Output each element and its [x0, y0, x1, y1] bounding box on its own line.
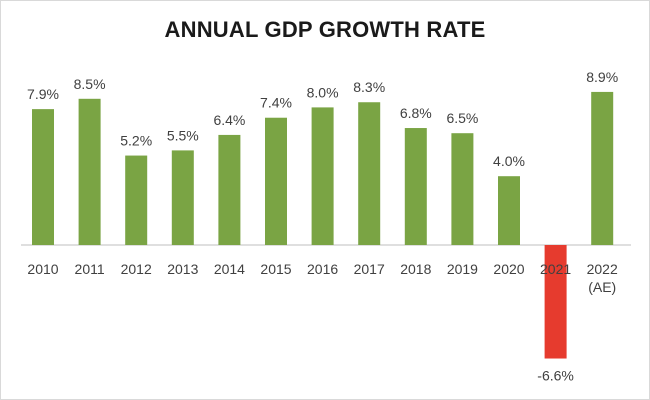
x-tick-label-2021: 2021 [540, 261, 571, 277]
data-label-2014: 6.4% [213, 112, 245, 128]
data-label-2022: 8.9% [586, 69, 618, 85]
x-tick-label-2022: 2022 [587, 261, 618, 277]
data-label-2013: 5.5% [167, 127, 199, 143]
data-label-2015: 7.4% [260, 95, 292, 111]
data-label-2020: 4.0% [493, 153, 525, 169]
bar-2013 [171, 150, 194, 245]
x-tick-label-2012: 2012 [121, 261, 152, 277]
data-label-2018: 6.8% [400, 105, 432, 121]
bar-2010 [32, 109, 54, 246]
data-label-2012: 5.2% [120, 133, 152, 149]
data-label-2011: 8.5% [74, 76, 106, 92]
chart-title: ANNUAL GDP GROWTH RATE [164, 17, 486, 42]
data-label-2021: -6.6% [537, 368, 574, 384]
x-tick-label-2022-note: (AE) [588, 279, 616, 295]
data-label-2019: 6.5% [446, 110, 478, 126]
bar-2020 [498, 176, 520, 245]
x-tick-label-2018: 2018 [400, 261, 431, 277]
bar-2021 [544, 245, 567, 359]
bar-2014 [218, 134, 241, 245]
bar-2016 [311, 107, 334, 246]
x-tick-label-2020: 2020 [493, 261, 524, 277]
bar-2022 [591, 91, 614, 245]
bar-2018 [404, 128, 427, 245]
bar-2015 [265, 117, 287, 245]
x-tick-label-2011: 2011 [75, 261, 105, 277]
x-tick-label-2010: 2010 [27, 261, 58, 277]
x-tick-label-2015: 2015 [260, 261, 291, 277]
x-tick-label-2014: 2014 [214, 261, 245, 277]
bar-2017 [358, 102, 381, 246]
x-tick-label-2017: 2017 [354, 261, 385, 277]
data-label-2017: 8.3% [353, 79, 385, 95]
data-label-2016: 8.0% [307, 84, 339, 100]
bar-2011 [78, 98, 101, 245]
bar-2019 [451, 133, 474, 245]
x-tick-label-2013: 2013 [167, 261, 198, 277]
x-tick-label-2019: 2019 [447, 261, 478, 277]
x-tick-label-2016: 2016 [307, 261, 338, 277]
bar-2012 [125, 155, 148, 245]
data-label-2010: 7.9% [27, 86, 59, 102]
